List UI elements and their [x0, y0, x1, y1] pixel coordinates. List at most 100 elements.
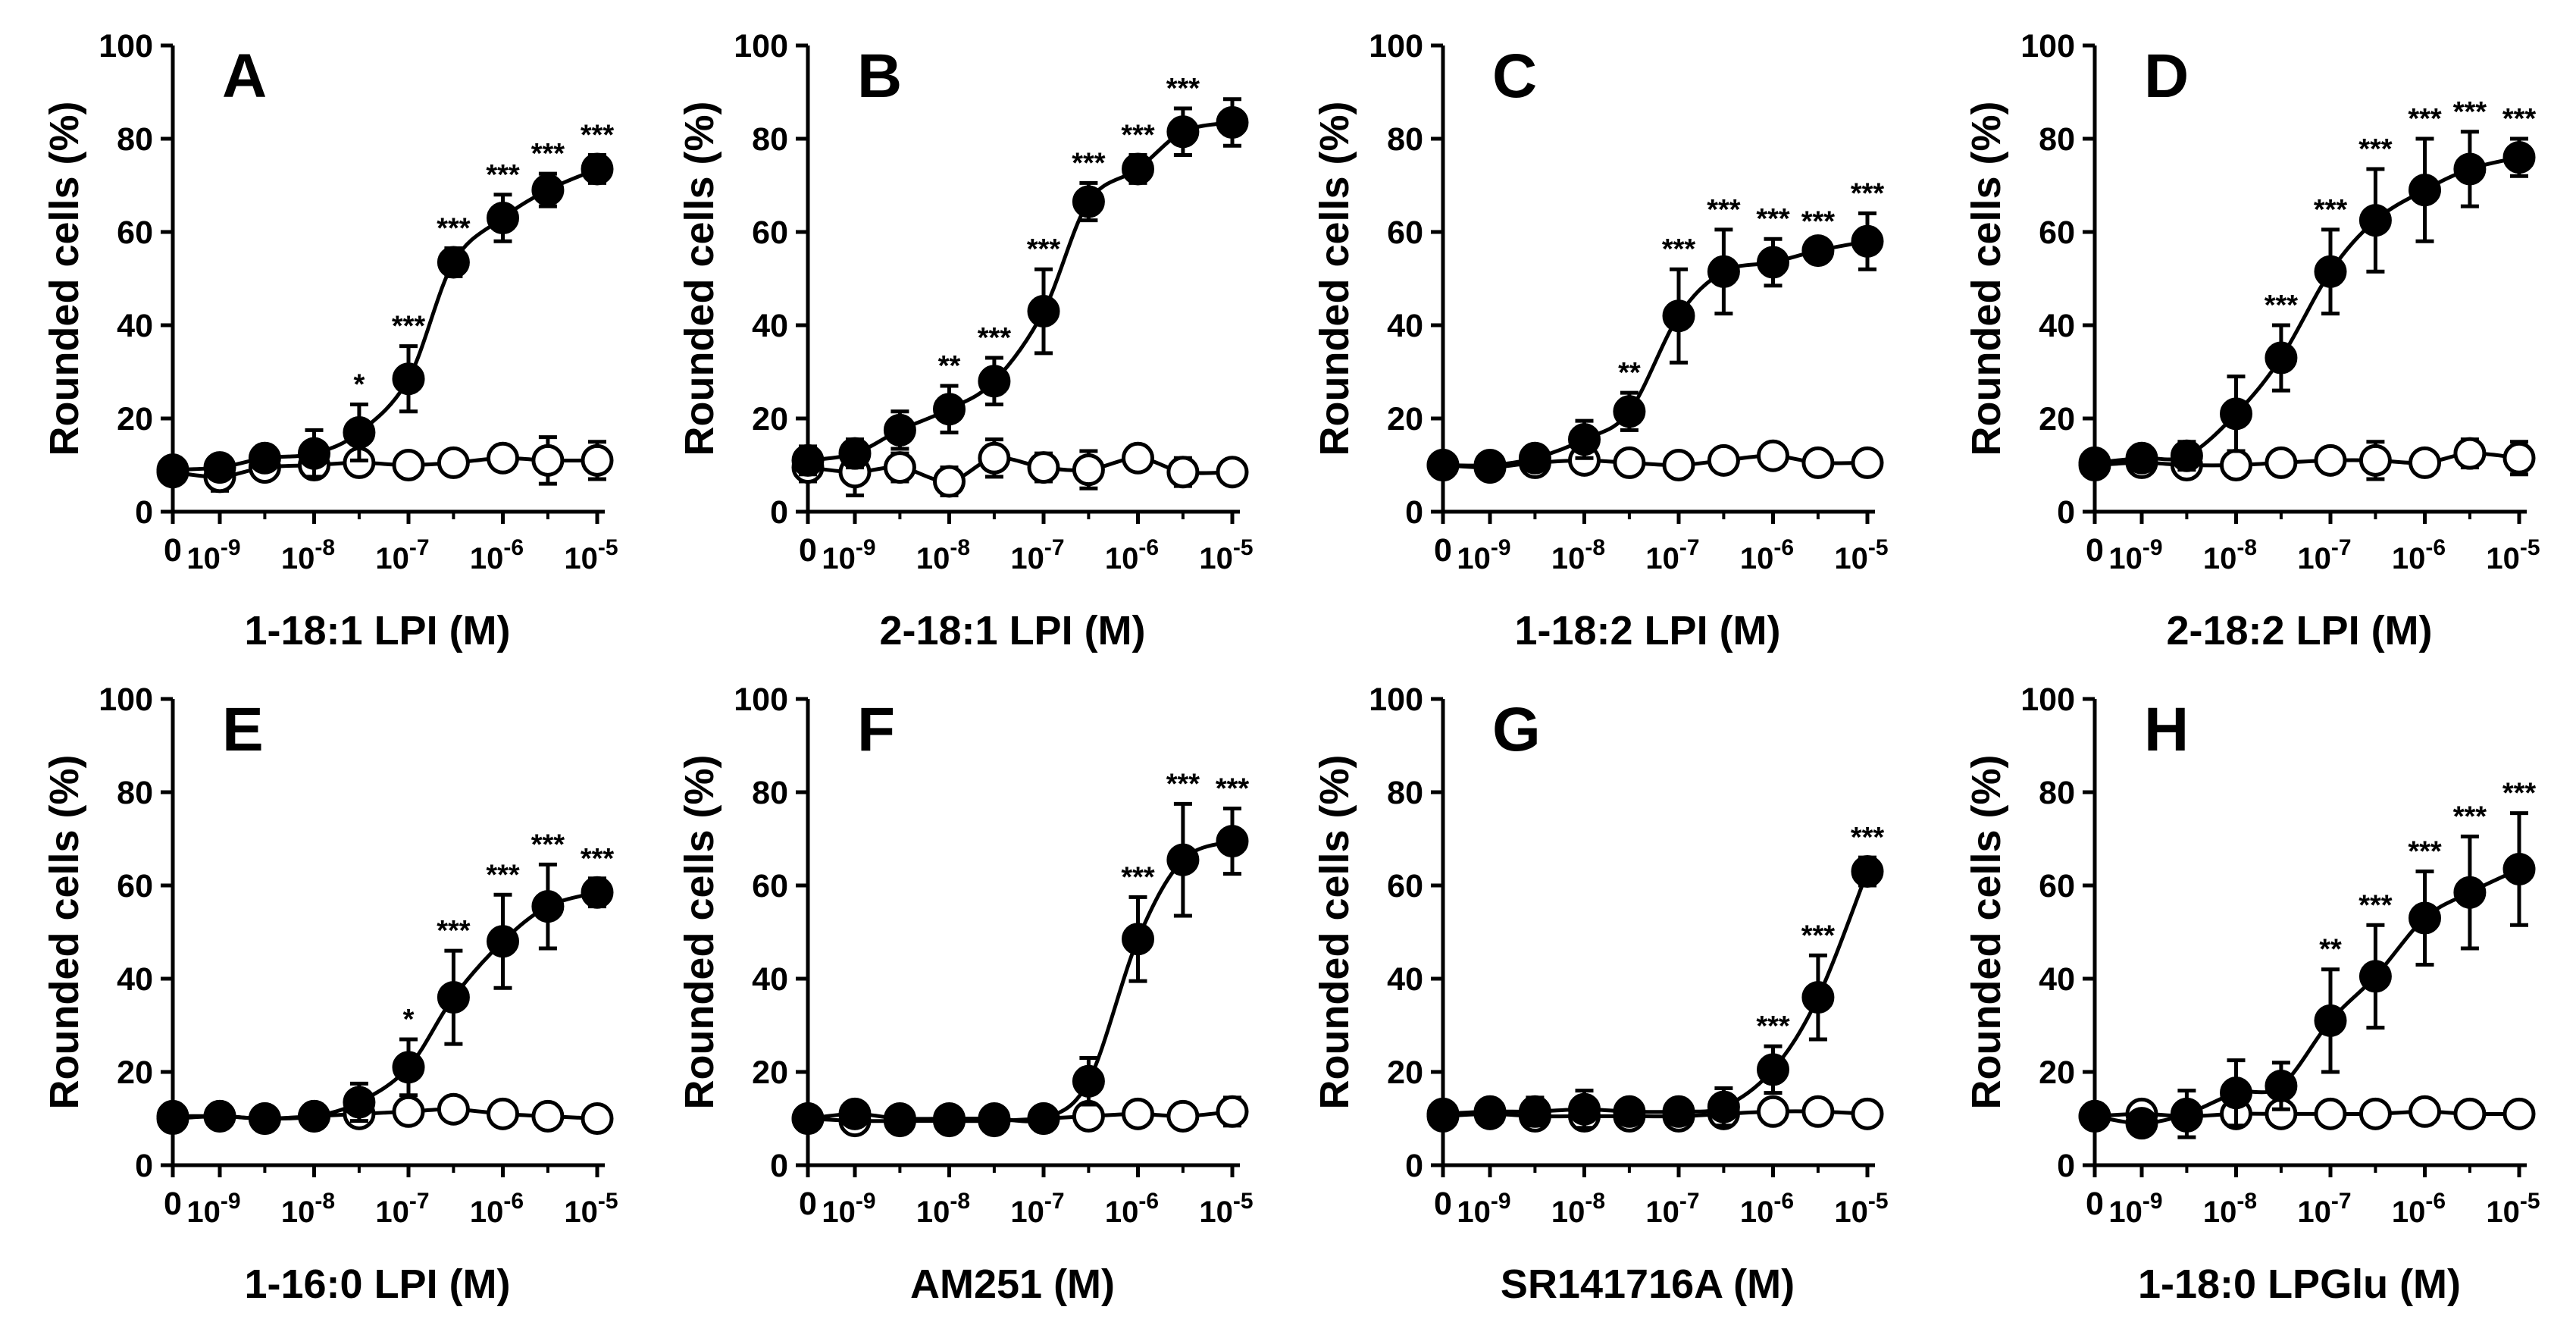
y-tick-label: 40 — [117, 961, 153, 998]
x-axis-label: 1-18:1 LPI (M) — [244, 608, 510, 653]
y-tick-label: 40 — [752, 961, 788, 998]
data-point-filled — [2125, 1107, 2158, 1140]
x-tick-label: 10-9 — [186, 535, 240, 575]
y-tick-label: 60 — [2039, 868, 2075, 904]
data-point-filled — [1426, 449, 1460, 481]
y-tick-label: 100 — [734, 28, 788, 64]
significance-label: *** — [581, 843, 615, 875]
y-tick-label: 60 — [117, 868, 153, 904]
y-tick-label: 100 — [2020, 28, 2075, 64]
significance-label: *** — [1121, 120, 1155, 152]
data-point-filled — [883, 1102, 916, 1135]
y-tick-label: 60 — [1387, 215, 1423, 251]
data-point-open — [392, 1095, 425, 1128]
panel-letter: H — [2144, 695, 2189, 764]
panel-letter: B — [857, 42, 902, 111]
y-tick-label: 80 — [117, 775, 153, 811]
data-point-filled — [1707, 1090, 1740, 1123]
x-tick-label: 10-6 — [1740, 1189, 1794, 1229]
data-point-filled — [1613, 1095, 1646, 1128]
data-point-filled — [2170, 439, 2203, 472]
data-point-filled — [1072, 1064, 1105, 1098]
x-tick-label: 10-9 — [822, 535, 875, 575]
data-point-open — [581, 443, 614, 477]
x-tick-label: 10-7 — [1010, 1189, 1064, 1229]
data-point-filled — [883, 413, 916, 447]
y-tick-label: 60 — [1387, 868, 1423, 904]
y-tick-label: 0 — [770, 1148, 788, 1184]
y-tick-label: 40 — [117, 308, 153, 344]
series-line-filled — [2094, 155, 2520, 465]
data-point-open — [2502, 441, 2536, 475]
y-axis-label: Rounded cells (%) — [42, 754, 87, 1109]
data-point-filled — [1166, 115, 1200, 149]
data-point-filled — [1707, 255, 1740, 288]
data-point-filled — [248, 441, 281, 475]
data-point-filled — [2220, 397, 2252, 431]
data-point-filled — [2453, 876, 2487, 909]
data-point-filled — [437, 246, 470, 279]
x-axis-label: 2-18:1 LPI (M) — [879, 608, 1145, 653]
series-line-filled — [172, 890, 598, 1121]
series-line-filled — [807, 839, 1233, 1123]
significance-label: *** — [437, 915, 471, 947]
y-tick-label: 60 — [117, 215, 153, 251]
data-point-filled — [1122, 152, 1154, 186]
x-tick-label: 10-9 — [2108, 1189, 2162, 1229]
significance-label: *** — [2453, 801, 2487, 832]
y-tick-label: 100 — [1369, 682, 1423, 718]
significance-label: * — [403, 1004, 415, 1036]
data-point-open — [933, 465, 966, 498]
data-point-filled — [1757, 246, 1789, 279]
data-point-open — [1801, 446, 1835, 479]
data-point-filled — [933, 1102, 966, 1135]
data-point-filled — [791, 1102, 825, 1135]
y-tick-label: 100 — [1369, 28, 1423, 64]
data-point-filled — [203, 451, 236, 484]
data-point-filled — [2314, 255, 2347, 288]
x-axis-label: 1-16:0 LPI (M) — [244, 1261, 510, 1307]
x-tick-label: 10-5 — [1834, 1189, 1888, 1229]
panel-letter: E — [222, 695, 264, 764]
data-point-open — [1613, 446, 1646, 479]
y-tick-label: 40 — [2039, 961, 2075, 998]
x-tick-label: 10-8 — [916, 1189, 970, 1229]
series-line-filled — [172, 167, 598, 472]
significance-label: *** — [1662, 233, 1696, 265]
significance-label: *** — [2358, 889, 2393, 921]
x-tick-label: 10-9 — [822, 1189, 875, 1229]
y-tick-label: 60 — [2039, 215, 2075, 251]
data-point-open — [2409, 446, 2441, 479]
data-point-open — [392, 449, 425, 481]
y-tick-label: 0 — [135, 494, 153, 531]
data-point-filled — [581, 152, 614, 186]
significance-label: *** — [1072, 147, 1106, 179]
series-line-filled — [807, 121, 1233, 462]
y-tick-label: 0 — [1405, 494, 1423, 531]
data-point-filled — [392, 1051, 425, 1084]
data-point-open — [1122, 1097, 1154, 1130]
data-point-filled — [1757, 1053, 1789, 1086]
data-point-filled — [1662, 299, 1695, 333]
series-line-open — [1442, 1109, 1868, 1119]
data-point-open — [2502, 1097, 2536, 1130]
y-tick-label: 80 — [752, 775, 788, 811]
data-point-open — [1216, 1095, 1249, 1128]
panel-letter: A — [222, 42, 267, 111]
data-point-filled — [1518, 441, 1551, 475]
panel-letter: F — [857, 695, 895, 764]
y-tick-label: 80 — [117, 121, 153, 158]
data-point-open — [437, 1092, 470, 1126]
y-tick-label: 20 — [1387, 401, 1423, 437]
x-tick-label: 10-5 — [1199, 1189, 1253, 1229]
x-tick-label: 10-7 — [1010, 535, 1064, 575]
data-point-filled — [1662, 1095, 1695, 1128]
y-tick-label: 100 — [2020, 682, 2075, 718]
x-tick-label: 10-5 — [1834, 535, 1888, 575]
